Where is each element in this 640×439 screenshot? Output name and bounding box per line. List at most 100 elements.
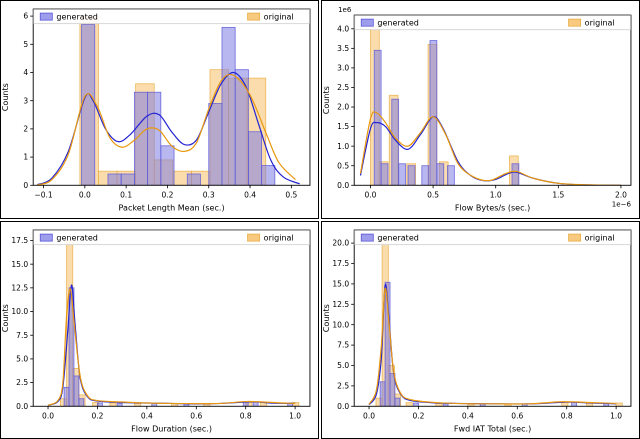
y-tick-label: 2.5	[16, 378, 28, 387]
histogram-bar-generated	[221, 26, 236, 186]
legend-label-original: original	[585, 233, 615, 242]
x-tick-label: 0.1	[120, 190, 132, 199]
axes-frame	[32, 229, 311, 407]
y-tick-label: 5.0	[16, 354, 28, 363]
histogram-bar-generated	[120, 173, 135, 186]
x-tick-label: 0.2	[161, 190, 173, 199]
kde-line-original	[359, 111, 621, 186]
panel-flow-bytes-per-s: 0.0 0.5 1.0 1.5 2.0 0.0 0.5 1.0 1.5 2.0 2.5 3.0 3.5 4…	[321, 0, 640, 219]
y-tick-label: 5	[23, 40, 28, 49]
histogram-bar-generated	[373, 49, 382, 186]
histogram-bar-generated	[107, 173, 122, 186]
y-tick-label: 0.0	[16, 401, 28, 410]
kde-line-original	[368, 287, 617, 405]
histogram-bar-generated	[73, 375, 80, 406]
x-tick-label: 0.4	[462, 411, 474, 420]
x-tick-label: 0.4	[141, 411, 153, 420]
legend-frame	[33, 229, 310, 245]
legend: generated original	[33, 229, 310, 245]
y-tick-label: 2.0	[337, 103, 349, 112]
y-tick-label: 2.5	[337, 83, 349, 92]
histogram-bar-generated	[379, 380, 386, 406]
chart-flow-bytes-per-s: 0.0 0.5 1.0 1.5 2.0 0.0 0.5 1.0 1.5 2.0 2.5 3.0 3.5 4…	[322, 5, 632, 212]
y-scale-offset-label: 1e6	[338, 5, 352, 14]
x-tick-label: 0.8	[240, 411, 252, 420]
x-axis: −0.1 0.0 0.1 0.2 0.3 0.4 0.5	[34, 185, 298, 199]
kde-line-generated	[47, 283, 296, 406]
legend-label-generated: generated	[56, 233, 98, 242]
y-axis-label: Counts	[322, 304, 331, 332]
histogram-bar-generated	[81, 24, 96, 186]
histogram-bar-generated	[261, 165, 276, 186]
histogram-bar-generated	[413, 402, 419, 406]
y-tick-label: 1	[23, 153, 28, 162]
x-tick-label: 1.0	[610, 411, 622, 420]
x-axis-label: Fwd IAT Total (sec.)	[454, 424, 531, 433]
legend-swatch-generated	[360, 18, 374, 27]
histogram-bar-generated	[234, 69, 249, 186]
axes-frame	[32, 8, 311, 186]
plot-area	[359, 26, 621, 186]
panel-fwd-iat-total: 0.0 0.2 0.4 0.6 0.8 1.0 0.0 2.5 5.0 7.5 10.0 12.5 15…	[321, 220, 640, 439]
histogram-bar-generated	[391, 98, 400, 186]
histogram-bar-generated	[68, 286, 75, 406]
legend-frame	[354, 229, 631, 245]
y-axis: 0.0 2.5 5.0 7.5 10.0 12.5 15.0 17.5 20.0	[332, 238, 355, 410]
y-tick-label: 2.5	[337, 381, 349, 390]
legend-swatch-generated	[360, 233, 374, 242]
y-tick-label: 1.5	[337, 122, 349, 131]
histogram-bar-generated	[252, 401, 259, 406]
x-tick-label: 0.5	[427, 190, 439, 199]
histogram-bar-generated	[398, 163, 406, 186]
axes-frame	[353, 14, 632, 186]
y-tick-label: 15.0	[11, 259, 28, 268]
bars-generated	[63, 286, 294, 406]
histogram-bar-original	[109, 402, 117, 406]
legend-original: original	[568, 19, 615, 28]
bars-generated	[373, 40, 520, 186]
x-axis-label: Flow Duration (sec.)	[131, 424, 212, 433]
x-tick-label: 0.5	[285, 190, 297, 199]
y-tick-label: 17.5	[11, 236, 28, 245]
y-axis: 0.0 2.5 5.0 7.5 10.0 12.5 15.0 17.5	[11, 236, 34, 410]
histogram-bar-original	[615, 402, 623, 406]
legend-label-original: original	[264, 13, 294, 22]
histogram-bar-generated	[160, 145, 175, 186]
histogram-bar-generated	[380, 163, 389, 186]
kde-line-original	[47, 287, 296, 406]
histogram-bar-generated	[247, 131, 263, 186]
y-tick-label: 12.5	[332, 299, 349, 308]
histogram-bar-generated	[97, 402, 103, 406]
histogram-bar-generated	[442, 402, 449, 406]
legend-swatch-original	[247, 12, 261, 21]
y-tick-label: 10.0	[332, 320, 349, 329]
legend-label-original: original	[264, 233, 294, 242]
axes-frame	[353, 229, 632, 407]
histogram-bar-generated	[384, 281, 391, 406]
y-tick-label: 4.0	[337, 24, 349, 33]
y-axis: 0.0 0.5 1.0 1.5 2.0 2.5 3.0 3.5 4.0	[337, 24, 355, 190]
legend-label-original: original	[585, 19, 615, 28]
y-tick-label: 0.5	[337, 161, 349, 170]
x-tick-label: 0.8	[561, 411, 573, 420]
x-tick-label: 0.0	[363, 411, 375, 420]
plot-area	[47, 239, 300, 406]
chart-flow-duration: 0.0 0.2 0.4 0.6 0.8 1.0 0.0 2.5 5.0 7.5 10.0 12.5 15…	[1, 229, 311, 433]
x-tick-label: 1.0	[289, 411, 301, 420]
legend-original: original	[568, 233, 615, 242]
legend: generated original	[354, 229, 631, 245]
bars-generated	[379, 281, 610, 406]
legend-original: original	[247, 12, 294, 22]
histogram-bar-generated	[78, 397, 85, 406]
legend-generated: generated	[39, 233, 98, 242]
chart-fwd-iat-total: 0.0 0.2 0.4 0.6 0.8 1.0 0.0 2.5 5.0 7.5 10.0 12.5 15…	[322, 229, 632, 433]
histogram-bar-original	[405, 401, 413, 406]
legend-swatch-original	[568, 233, 582, 242]
x-tick-label: 0.2	[412, 411, 424, 420]
plot-area	[37, 15, 300, 186]
y-axis-label: Counts	[322, 86, 331, 114]
y-tick-label: 1.0	[337, 142, 349, 151]
legend-swatch-generated	[39, 12, 53, 21]
y-axis-label: Counts	[1, 304, 10, 332]
